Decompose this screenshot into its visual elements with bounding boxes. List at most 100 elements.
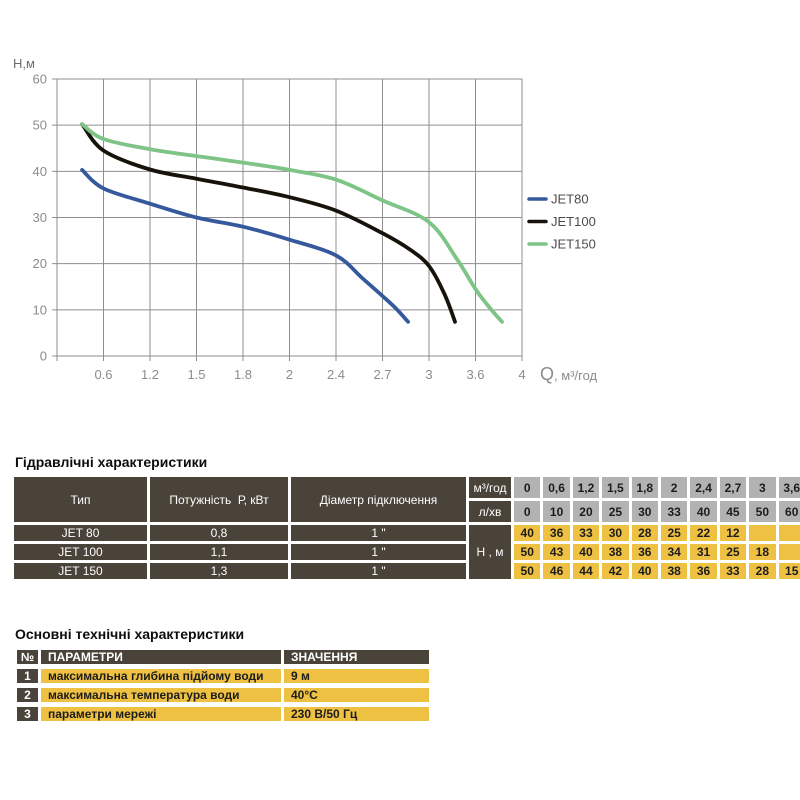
lmin-value: 25 xyxy=(602,501,629,522)
header-lmin-units: л/хв xyxy=(469,501,511,522)
lmin-value: 20 xyxy=(572,501,600,522)
header-parameters: ПАРАМЕТРИ xyxy=(41,650,281,664)
pump-power: 1,1 xyxy=(150,544,288,560)
curve-jet100 xyxy=(80,122,457,324)
row-value: 40°С xyxy=(284,688,429,702)
head-value: 40 xyxy=(631,563,658,579)
lmin-value: 33 xyxy=(660,501,688,522)
head-value: 40 xyxy=(514,525,541,541)
header-type: Тип xyxy=(14,477,147,522)
lmin-value: 0 xyxy=(514,501,541,522)
lmin-value: 40 xyxy=(690,501,717,522)
row-number: 2 xyxy=(17,688,38,702)
flow-value: 0,6 xyxy=(543,477,570,498)
head-value: 28 xyxy=(631,525,658,541)
head-value xyxy=(749,525,776,541)
x-tick-label: 0.6 xyxy=(94,367,112,382)
flow-value: 3,6 xyxy=(778,477,800,498)
y-axis-label: Н,м xyxy=(13,56,35,71)
head-value xyxy=(778,525,800,541)
head-value: 50 xyxy=(514,563,541,579)
curve-jet150 xyxy=(80,122,504,324)
y-tick-label: 0 xyxy=(40,349,47,364)
lmin-value: 30 xyxy=(631,501,658,522)
pump-power: 1,3 xyxy=(150,563,288,579)
header-number: № xyxy=(17,650,38,664)
row-number: 3 xyxy=(17,707,38,721)
y-tick-label: 10 xyxy=(33,302,47,317)
head-value: 42 xyxy=(602,563,629,579)
legend-label-jet150: JET150 xyxy=(551,237,596,252)
head-value: 22 xyxy=(690,525,717,541)
row-number: 1 xyxy=(17,669,38,683)
flow-value: 3 xyxy=(749,477,776,498)
head-value: 34 xyxy=(660,544,688,560)
head-value: 15 xyxy=(778,563,800,579)
lmin-value: 60 xyxy=(778,501,800,522)
x-tick-label: 4 xyxy=(518,367,525,382)
flow-value: 1,5 xyxy=(602,477,629,498)
head-value: 18 xyxy=(749,544,776,560)
row-value: 230 В/50 Гц xyxy=(284,707,429,721)
chart-canvas: 0.6 1.2 1.5 1.8 2 2.4 2.7 3 3.6 40102030405060Н,м… xyxy=(13,56,598,384)
y-tick-label: 20 xyxy=(33,256,47,271)
legend-label-jet100: JET100 xyxy=(551,214,596,229)
pump-performance-chart: 0.6 1.2 1.5 1.8 2 2.4 2.7 3 3.6 4 0 10 20 30 40 50 60 Н,м… xyxy=(13,56,598,384)
pump-type: JET 150 xyxy=(14,563,147,579)
pump-diameter: 1 " xyxy=(291,563,466,579)
header-power: Потужність Р, кВт xyxy=(150,477,288,522)
hydraulic-table-title: Гідравлічні характеристики xyxy=(15,454,208,470)
pump-power: 0,8 xyxy=(150,525,288,541)
lmin-value: 50 xyxy=(749,501,776,522)
head-value: 33 xyxy=(572,525,600,541)
y-tick-label: 30 xyxy=(33,210,47,225)
flow-value: 2,7 xyxy=(719,477,747,498)
x-tick-label: 2.4 xyxy=(327,367,345,382)
head-value: 40 xyxy=(572,544,600,560)
tech-table-title: Основні технічні характеристики xyxy=(15,626,245,642)
x-tick-label: 2.7 xyxy=(373,367,391,382)
head-value: 25 xyxy=(660,525,688,541)
pump-diameter: 1 " xyxy=(291,525,466,541)
x-axis-label: Q, м³/год xyxy=(540,364,598,384)
head-units-label: Н , м xyxy=(469,525,511,579)
head-value: 36 xyxy=(543,525,570,541)
x-tick-label: 1.2 xyxy=(141,367,159,382)
flow-value: 2,4 xyxy=(690,477,717,498)
head-value: 38 xyxy=(660,563,688,579)
head-value: 12 xyxy=(719,525,747,541)
header-values: ЗНАЧЕННЯ xyxy=(284,650,429,664)
pump-type: JET 80 xyxy=(14,525,147,541)
head-value: 31 xyxy=(690,544,717,560)
row-parameter: максимальна глибина підйому води xyxy=(41,669,281,683)
head-value: 28 xyxy=(749,563,776,579)
x-tick-label: 2 xyxy=(286,367,293,382)
x-tick-label: 1.8 xyxy=(234,367,252,382)
head-value: 33 xyxy=(719,563,747,579)
x-tick-label: 3 xyxy=(425,367,432,382)
y-tick-label: 60 xyxy=(33,72,47,87)
row-parameter: параметри мережі xyxy=(41,707,281,721)
legend-label-jet80: JET80 xyxy=(551,192,589,207)
head-value: 43 xyxy=(543,544,570,560)
row-value: 9 м xyxy=(284,669,429,683)
head-value: 38 xyxy=(602,544,629,560)
head-value: 30 xyxy=(602,525,629,541)
y-tick-label: 50 xyxy=(33,118,47,133)
head-value: 36 xyxy=(631,544,658,560)
flow-value: 1,8 xyxy=(631,477,658,498)
pump-type: JET 100 xyxy=(14,544,147,560)
head-value: 44 xyxy=(572,563,600,579)
flow-value: 0 xyxy=(514,477,541,498)
curve-jet80 xyxy=(80,168,410,324)
row-parameter: максимальна температура води xyxy=(41,688,281,702)
head-value: 36 xyxy=(690,563,717,579)
header-flow-units: м³/год xyxy=(469,477,511,498)
hydraulic-characteristics-table: Тип Потужність Р, кВт Діаметр підключення м… xyxy=(14,477,800,579)
head-value: 50 xyxy=(514,544,541,560)
lmin-value: 45 xyxy=(719,501,747,522)
head-value: 25 xyxy=(719,544,747,560)
pump-diameter: 1 " xyxy=(291,544,466,560)
lmin-value: 10 xyxy=(543,501,570,522)
